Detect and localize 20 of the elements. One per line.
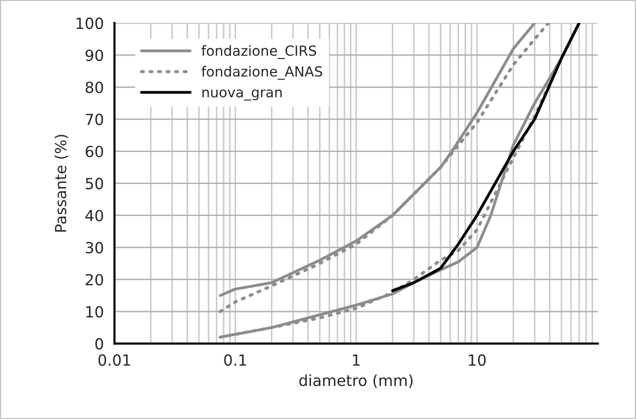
- x-axis-title: diametro (mm): [299, 374, 413, 388]
- x-tick-label: 10: [468, 354, 486, 366]
- legend-label: fondazione_CIRS: [202, 45, 316, 59]
- y-tick-label: 30: [86, 242, 104, 254]
- x-tick-label: 0.01: [98, 354, 130, 366]
- y-tick-label: 60: [86, 146, 104, 158]
- legend-label: nuova_gran: [202, 89, 282, 101]
- y-tick-label: 90: [86, 50, 104, 62]
- y-tick-label: 70: [86, 114, 104, 126]
- x-tick-label: 1: [352, 354, 360, 366]
- y-tick-label: 40: [85, 210, 104, 222]
- x-tick-label: 0.1: [224, 354, 246, 366]
- y-tick-label: 0: [95, 338, 104, 350]
- y-tick-label: 10: [86, 306, 104, 318]
- y-tick-label: 50: [86, 178, 104, 190]
- legend-label: fondazione_ANAS: [202, 66, 322, 80]
- y-axis-title: Passante (%): [54, 134, 68, 232]
- y-tick-label: 100: [76, 18, 104, 30]
- y-tick-label: 80: [86, 82, 104, 94]
- y-tick-label: 20: [86, 274, 104, 286]
